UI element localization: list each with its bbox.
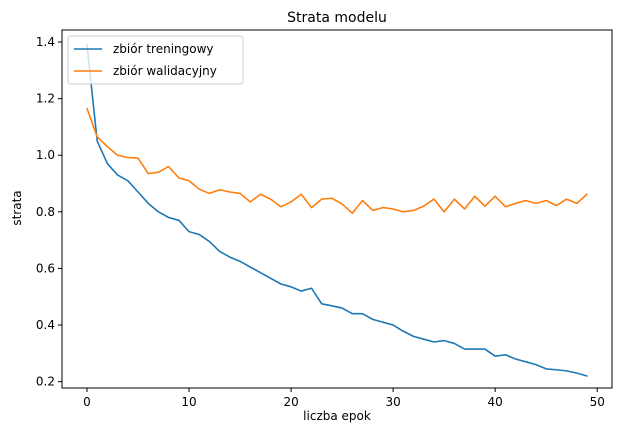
x-tick-label: 20 (283, 395, 298, 409)
y-tick-label: 1.0 (36, 148, 55, 162)
x-tick-label: 0 (83, 395, 91, 409)
x-tick-label: 30 (385, 395, 400, 409)
plot-frame (61, 29, 613, 389)
y-tick-label: 0.6 (36, 261, 55, 275)
y-axis-label: strata (10, 190, 24, 225)
chart-title: Strata modelu (287, 10, 387, 26)
series-line-2 (86, 107, 588, 215)
y-tick-label: 1.2 (36, 92, 55, 106)
y-tick-label: 0.4 (36, 318, 55, 332)
legend-label: zbiór walidacyjny (113, 64, 217, 78)
x-axis: 0 10 20 30 40 50 (83, 388, 605, 409)
x-axis-label: liczba epok (303, 409, 371, 423)
y-axis: 0.2 0.4 0.6 0.8 1.0 1.2 1.4 (36, 35, 62, 389)
x-tick-label: 10 (181, 395, 196, 409)
y-tick-label: 0.2 (36, 375, 55, 389)
legend: zbiór treningowy zbiór walidacyjny (67, 35, 244, 85)
x-tick-label: 40 (488, 395, 503, 409)
plot-area (86, 44, 588, 377)
series-line-1 (86, 44, 588, 377)
x-tick-label: 50 (590, 395, 605, 409)
y-tick-label: 0.8 (36, 205, 55, 219)
legend-label: zbiór treningowy (113, 42, 214, 56)
legend-box (67, 35, 244, 85)
y-tick-label: 1.4 (36, 35, 55, 49)
